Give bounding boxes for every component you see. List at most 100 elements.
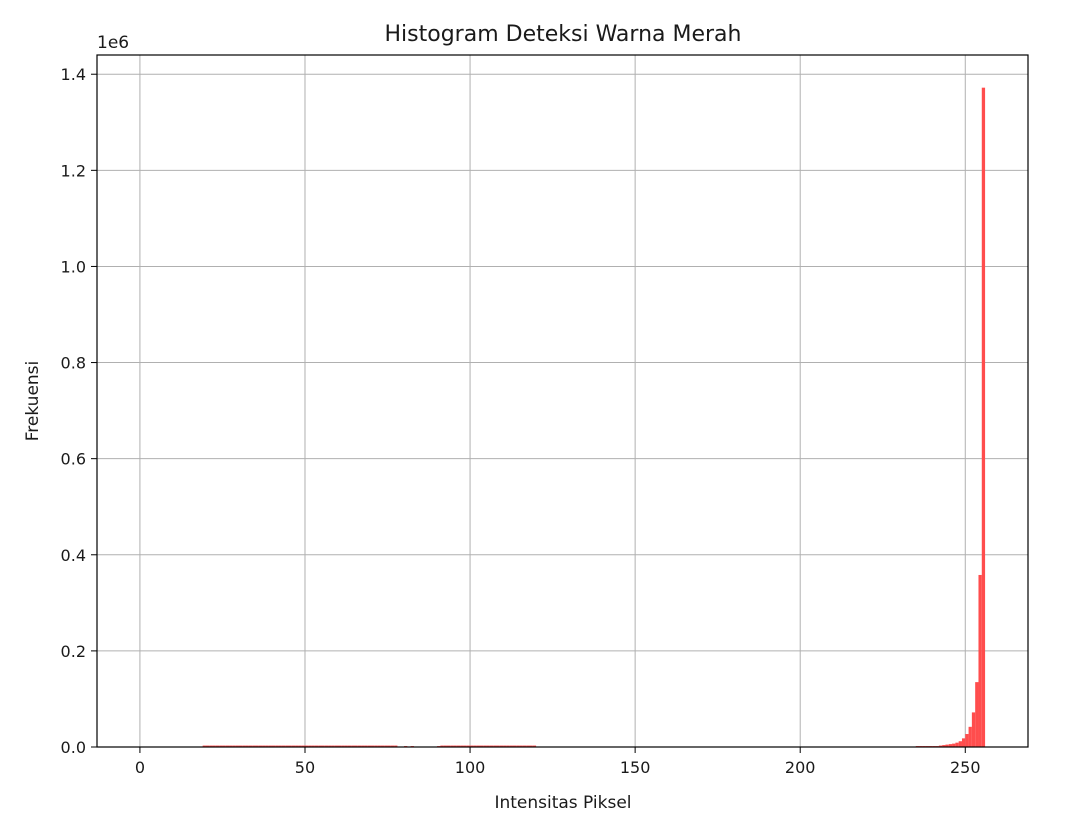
y-tick-label: 0.0 xyxy=(61,738,86,757)
x-tick-label: 50 xyxy=(295,758,315,777)
histogram-bar xyxy=(965,734,969,747)
histogram-bar xyxy=(450,745,454,747)
histogram-bar xyxy=(503,745,507,747)
grid xyxy=(97,55,1028,748)
y-tick-label: 0.4 xyxy=(61,546,86,565)
histogram-bar xyxy=(331,745,335,747)
histogram-bar xyxy=(948,744,953,747)
histogram-bar xyxy=(483,745,487,747)
histogram-bar xyxy=(265,745,269,747)
histogram-bar xyxy=(351,745,355,747)
histogram-bar xyxy=(476,745,480,747)
histogram-bar xyxy=(268,745,272,747)
histogram-bar xyxy=(258,745,263,747)
histogram-bar xyxy=(301,745,305,747)
histogram-bar xyxy=(364,745,368,747)
y-tick-label: 1.4 xyxy=(61,65,86,84)
x-tick-label: 0 xyxy=(135,758,145,777)
histogram-bar xyxy=(328,745,332,747)
y-tick-label: 0.2 xyxy=(61,642,86,661)
histogram-bar xyxy=(242,745,246,747)
histogram-bar xyxy=(380,745,385,747)
histogram-bar xyxy=(361,745,365,747)
histogram-bar xyxy=(479,745,484,747)
histogram-bar xyxy=(942,745,946,747)
histogram-bar xyxy=(252,745,256,747)
histogram-bar xyxy=(338,745,342,747)
histogram-bar xyxy=(271,745,276,747)
histogram-bar xyxy=(371,745,375,747)
histogram-bar xyxy=(971,712,976,747)
plot-frame xyxy=(96,54,1029,748)
histogram-bar xyxy=(202,745,206,747)
histogram-bar xyxy=(473,745,477,747)
x-tick-label: 250 xyxy=(950,758,981,777)
histogram-bar xyxy=(341,745,345,747)
histogram-bar xyxy=(321,745,325,747)
histogram-bar xyxy=(255,745,259,747)
histogram-bar xyxy=(493,745,497,747)
histogram-bar xyxy=(324,745,329,747)
histogram-bar xyxy=(311,745,315,747)
histogram-bar xyxy=(344,745,348,747)
x-tick-label: 200 xyxy=(785,758,816,777)
histogram-bar xyxy=(390,745,395,747)
histogram-bar xyxy=(958,741,962,747)
histogram-bar xyxy=(245,745,249,747)
y-axis-ticks: 0.0 0.2 0.4 0.6 0.8 1.0 1.2 1.4 xyxy=(61,65,97,757)
histogram-bar xyxy=(945,744,949,747)
histogram-bars xyxy=(202,87,986,747)
histogram-bar xyxy=(506,745,510,747)
histogram-bar xyxy=(232,745,236,747)
histogram-bar xyxy=(446,745,451,747)
histogram-bar xyxy=(238,745,243,747)
histogram-bar xyxy=(215,745,220,747)
histogram-bar xyxy=(952,743,956,747)
histogram-bar xyxy=(278,745,282,747)
histogram-bar xyxy=(384,745,388,747)
histogram-bar xyxy=(262,745,266,747)
histogram-bar xyxy=(222,745,226,747)
histogram-bar xyxy=(496,745,500,747)
y-axis-label: Frekuensi xyxy=(23,361,43,442)
histogram-bar xyxy=(470,745,474,747)
y-tick-label: 1.2 xyxy=(61,161,86,180)
histogram-bar xyxy=(975,682,979,747)
histogram-bar xyxy=(978,574,982,747)
histogram-bar xyxy=(295,745,299,747)
histogram-bar xyxy=(291,745,296,747)
histogram-bar xyxy=(374,745,378,747)
histogram-bar xyxy=(248,745,253,747)
histogram-bar xyxy=(225,745,230,747)
histogram-bar xyxy=(443,745,447,747)
histogram-bar xyxy=(314,745,319,747)
histogram-bar xyxy=(387,745,391,747)
histogram-bar xyxy=(205,745,210,747)
x-axis-ticks: 0 50 100 150 200 250 xyxy=(135,747,981,777)
histogram-bar xyxy=(456,745,461,747)
histogram-bar xyxy=(968,726,972,747)
histogram-bar xyxy=(463,745,467,747)
histogram-bar xyxy=(304,745,309,747)
histogram-bar xyxy=(288,745,292,747)
x-tick-label: 100 xyxy=(455,758,486,777)
histogram-bar xyxy=(938,745,943,747)
histogram-bar xyxy=(275,745,279,747)
histogram-bar xyxy=(460,745,464,747)
histogram-bar xyxy=(466,745,471,747)
y-tick-label: 1.0 xyxy=(61,257,86,276)
histogram-bar xyxy=(394,745,398,747)
histogram-bar xyxy=(512,745,517,747)
histogram-bar xyxy=(532,745,537,747)
histogram-bar xyxy=(486,745,490,747)
x-axis-label: Intensitas Piksel xyxy=(494,793,631,813)
histogram-bar xyxy=(334,745,339,747)
histogram-bar xyxy=(347,745,352,747)
y-offset-label: 1e6 xyxy=(97,33,129,53)
x-tick-label: 150 xyxy=(620,758,651,777)
histogram-bar xyxy=(318,745,322,747)
histogram-bar xyxy=(529,745,533,747)
histogram-bar xyxy=(357,745,362,747)
